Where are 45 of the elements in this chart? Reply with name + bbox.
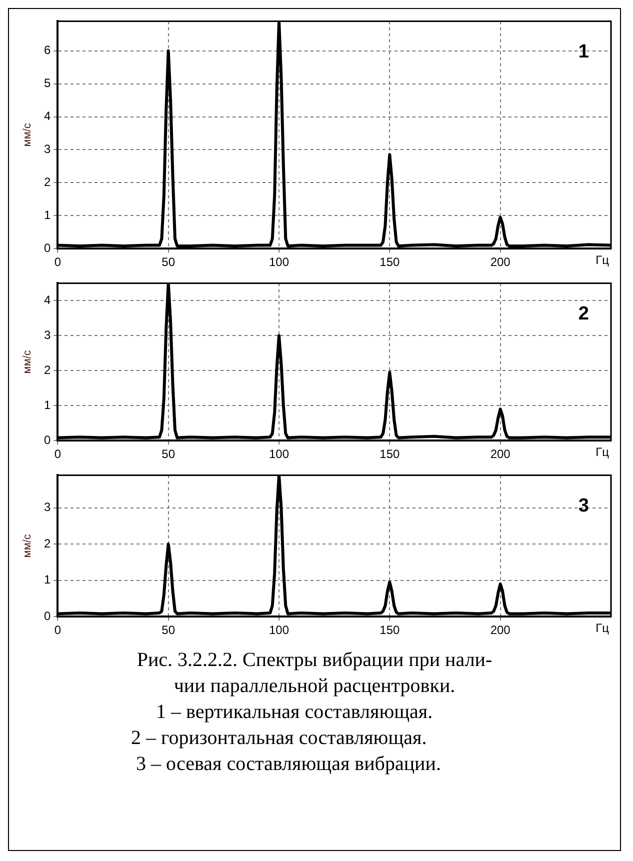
y-tick-label: 4 xyxy=(44,293,51,307)
y-tick-label: 1 xyxy=(44,572,51,587)
x-tick-label: 200 xyxy=(490,447,511,462)
text: 2 xyxy=(578,303,589,324)
y-tick-label: 0 xyxy=(44,240,51,255)
x-tick-label: 100 xyxy=(268,255,290,270)
x-tick-label: 100 xyxy=(268,447,290,462)
y-tick-label: 2 xyxy=(44,536,51,550)
y-tick-label: 6 xyxy=(44,43,51,58)
x-axis-title: Гц xyxy=(596,444,610,459)
x-tick-label: 100 xyxy=(268,623,290,638)
y-tick-label: 1 xyxy=(44,398,51,412)
y-tick-label: 4 xyxy=(44,109,51,124)
x-tick-label: 200 xyxy=(490,255,511,270)
text: 2 – горизонтальная составляющая. xyxy=(130,726,428,751)
y-tick-label: 3 xyxy=(44,328,51,342)
y-tick-label: 5 xyxy=(44,76,51,90)
x-tick-label: 50 xyxy=(162,255,176,270)
y-axis-title: мм/с xyxy=(22,534,34,558)
text: Рис. 3.2.2.2. Спектры вибрации при нали- xyxy=(136,648,494,673)
text: 3 xyxy=(578,495,589,516)
y-tick-label: 3 xyxy=(44,500,51,514)
x-tick-label: 0 xyxy=(54,255,62,270)
x-axis-title: Гц xyxy=(596,620,610,635)
y-axis-title: мм/с xyxy=(22,122,34,147)
x-tick-label: 0 xyxy=(54,447,62,462)
text: 3 – осевая составляющая вибрации. xyxy=(135,752,442,777)
x-tick-label: 0 xyxy=(54,623,62,638)
y-tick-label: 0 xyxy=(44,432,51,447)
text: 1 – вертикальная составляющая. xyxy=(155,700,434,725)
text: 1 xyxy=(578,41,590,62)
y-tick-label: 2 xyxy=(44,362,51,377)
y-tick-label: 2 xyxy=(44,175,51,189)
x-tick-label: 50 xyxy=(162,623,176,638)
x-tick-label: 150 xyxy=(380,255,400,270)
y-axis-title: мм/с xyxy=(22,350,34,374)
y-tick-label: 3 xyxy=(44,142,51,156)
x-tick-label: 150 xyxy=(380,623,400,638)
x-tick-label: 150 xyxy=(380,447,400,462)
x-axis-title: Гц xyxy=(596,252,610,267)
text: чии параллельной расцентровки. xyxy=(172,674,456,699)
x-tick-label: 200 xyxy=(490,623,511,638)
y-tick-label: 0 xyxy=(44,608,51,623)
x-tick-label: 50 xyxy=(162,447,176,462)
y-tick-label: 1 xyxy=(44,208,51,222)
